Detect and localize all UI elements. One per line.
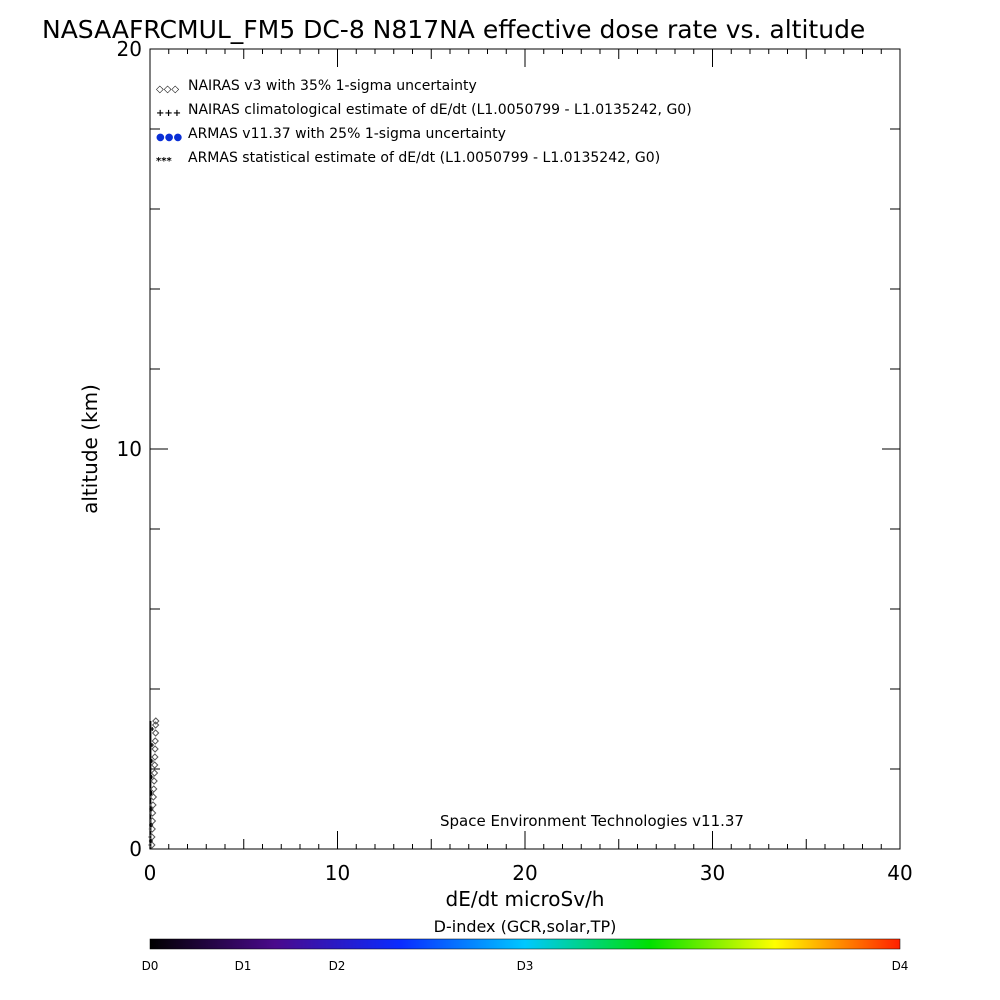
x-tick-label: 20 [512, 861, 537, 885]
data-point [152, 717, 160, 725]
series-plus [148, 727, 155, 843]
data-point [149, 793, 158, 801]
data-point [148, 841, 156, 849]
plot-frame [149, 48, 901, 850]
credit-annotation: Space Environment Technologies v11.37 [440, 812, 744, 830]
colorbar-label: D4 [892, 959, 909, 973]
y-tick-label: 0 [129, 837, 142, 861]
data-point [149, 775, 154, 779]
data-point [151, 737, 159, 745]
legend-marker: +++ [156, 108, 181, 119]
y-axis-ticks: 0 10 20 [117, 37, 900, 861]
data-point [150, 761, 159, 769]
x-tick-label: 10 [325, 861, 350, 885]
axis-minor-ticks [150, 49, 900, 849]
y-tick-label: 20 [117, 37, 142, 61]
data-point [151, 745, 159, 753]
data-point [149, 823, 154, 827]
colorbar-label: D1 [235, 959, 252, 973]
x-axis-ticks: 0 10 20 30 40 [144, 49, 913, 885]
legend-label: ARMAS v11.37 with 25% 1-sigma uncertaint… [188, 126, 506, 142]
data-point [149, 801, 157, 809]
data-point [150, 743, 155, 747]
data-point [149, 791, 154, 795]
data-point [150, 785, 158, 793]
data-point [151, 721, 160, 729]
data-point [150, 727, 155, 731]
data-point [148, 825, 156, 833]
legend-marker: ◇◇◇ [156, 84, 179, 95]
colorbar-title: D-index (GCR,solar,TP) [434, 917, 617, 936]
data-point [150, 769, 159, 777]
legend-label: NAIRAS v3 with 35% 1-sigma uncertainty [188, 78, 477, 94]
data-point [148, 817, 157, 825]
x-tick-label: 30 [700, 861, 725, 885]
data-point [148, 839, 153, 843]
data-point [149, 807, 154, 811]
legend: ◇◇◇ NAIRAS v3 with 35% 1-sigma uncertaint… [156, 78, 692, 167]
colorbar-label: D2 [329, 959, 346, 973]
x-tick-label: 0 [144, 861, 157, 885]
x-tick-label: 40 [887, 861, 912, 885]
legend-marker: ●●● [156, 132, 182, 143]
colorbar-label: D3 [517, 959, 534, 973]
data-point [151, 729, 160, 737]
y-axis-label: altitude (km) [78, 384, 102, 514]
colorbar-label: D0 [142, 959, 159, 973]
data-point [148, 809, 157, 817]
y-tick-label: 10 [117, 437, 142, 461]
legend-label: ARMAS statistical estimate of dE/dt (L1.… [188, 150, 660, 166]
data-point [149, 759, 154, 763]
legend-marker: *** [156, 156, 172, 167]
data-series [148, 717, 160, 849]
x-axis-label: dE/dt microSv/h [446, 887, 605, 911]
data-point [148, 833, 156, 841]
legend-label: NAIRAS climatological estimate of dE/dt … [188, 102, 692, 118]
colorbar [149, 938, 901, 950]
series-diamond [148, 717, 160, 849]
data-point [150, 777, 158, 785]
colorbar-labels: D0 D1 D2 D3 D4 [142, 959, 909, 973]
data-point [151, 753, 159, 761]
chart-title: NASAAFRCMUL_FM5 DC-8 N817NA effective do… [42, 15, 865, 44]
